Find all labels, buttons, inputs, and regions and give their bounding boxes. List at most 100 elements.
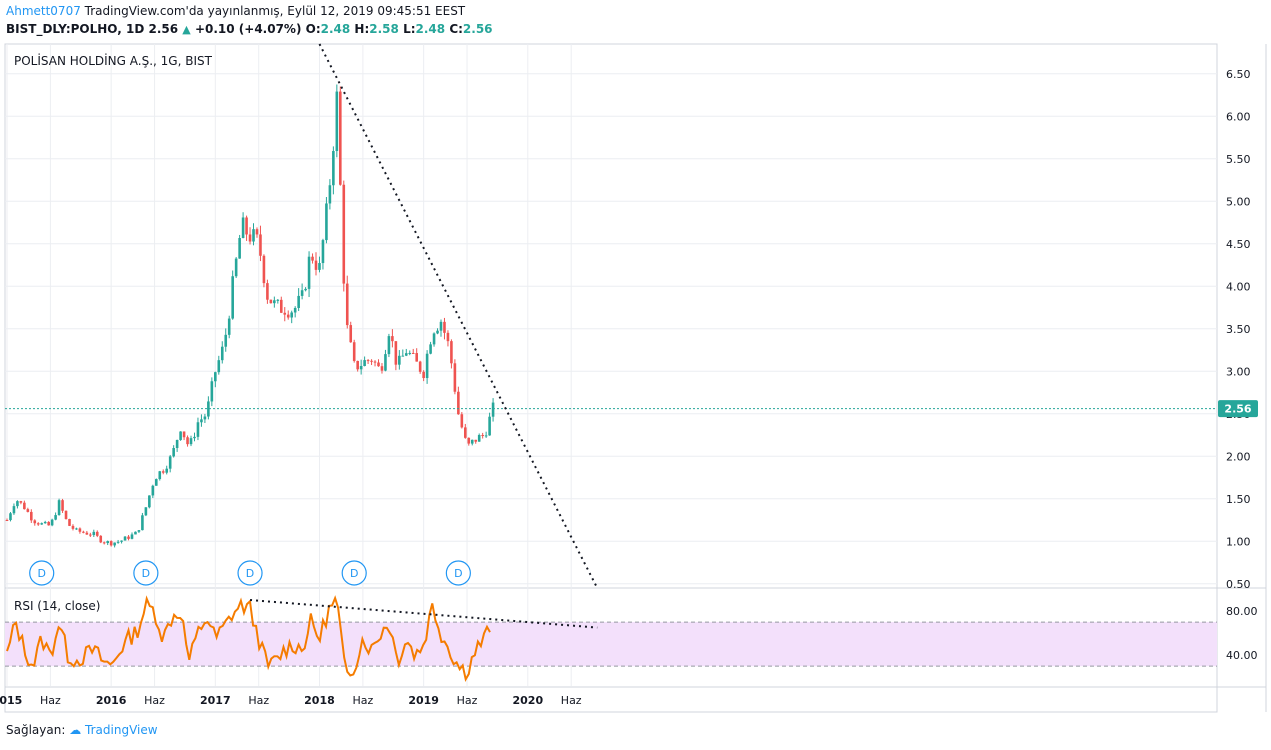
- price-trendline[interactable]: [318, 43, 599, 589]
- author-link[interactable]: Ahmett0707: [6, 4, 81, 18]
- candle-body: [290, 312, 294, 318]
- dividend-marker-circle: [445, 560, 471, 586]
- candle-body: [422, 371, 425, 379]
- open-label: O:: [305, 22, 321, 36]
- rsi-trendline[interactable]: [249, 599, 598, 629]
- candle-body: [394, 341, 398, 365]
- tradingview-brand[interactable]: TradingView: [85, 723, 158, 737]
- candle-body: [467, 437, 471, 444]
- time-tick-label: 2016: [96, 694, 127, 707]
- price-change: +0.10 (+4.07%): [194, 22, 302, 36]
- candle-body: [5, 520, 9, 521]
- candle-body: [457, 391, 460, 415]
- candle-body: [425, 353, 429, 379]
- candle-body: [36, 523, 40, 525]
- time-tick-label: 2015: [0, 694, 22, 707]
- rsi-band: [5, 622, 1217, 667]
- open-value: 2.48: [320, 22, 351, 36]
- candle-body: [238, 238, 241, 259]
- candle-body: [321, 240, 325, 264]
- time-tick-label: Haz: [561, 694, 582, 707]
- candle-body: [113, 542, 116, 546]
- dividend-marker-circle: [341, 560, 367, 586]
- candle-body: [154, 479, 158, 486]
- price-tick-label: 3.00: [1226, 365, 1251, 378]
- candle-body: [332, 151, 335, 186]
- candle-body: [12, 506, 16, 514]
- price-tick-label: 5.50: [1226, 153, 1251, 166]
- candle-body: [401, 355, 405, 357]
- candle-body: [453, 363, 457, 392]
- candle-body: [398, 355, 401, 365]
- dividend-marker: D: [445, 560, 471, 586]
- candle-body: [57, 500, 61, 516]
- last-price-badge-bg: [1218, 400, 1258, 418]
- candle-body: [141, 515, 144, 531]
- rsi-line: [6, 595, 491, 683]
- candle-body: [19, 501, 23, 503]
- time-tick-label: Haz: [40, 694, 61, 707]
- candle-body: [161, 471, 165, 473]
- candle-body: [328, 185, 332, 204]
- candle-body: [241, 217, 245, 239]
- candle-body: [359, 366, 363, 370]
- candle-body: [182, 431, 186, 438]
- candle-body: [116, 541, 120, 543]
- candle-body: [64, 510, 68, 520]
- candle-body: [307, 256, 311, 289]
- candle-body: [16, 501, 19, 507]
- dividend-marker-label: D: [142, 567, 150, 580]
- price-axis-labels: 6.506.005.505.004.504.003.503.002.502.00…: [1226, 68, 1251, 591]
- candle-body: [377, 362, 380, 367]
- rsi-pane-title: RSI (14, close): [14, 599, 100, 613]
- candle-body: [477, 435, 481, 442]
- tradingview-logo-icon[interactable]: ☁: [69, 723, 82, 737]
- candle-body: [474, 439, 478, 442]
- candle-body: [227, 318, 231, 335]
- candle-body: [408, 352, 412, 354]
- dividend-marker: D: [133, 560, 159, 586]
- candle-body: [384, 354, 387, 371]
- candle-body: [186, 437, 189, 445]
- candle-body: [252, 229, 255, 242]
- time-tick-label: Haz: [457, 694, 478, 707]
- close-label: C:: [449, 22, 463, 36]
- candle-body: [429, 344, 432, 354]
- candle-body: [363, 360, 366, 367]
- candle-body: [33, 520, 37, 524]
- candle-body: [286, 314, 290, 318]
- candle-body: [210, 381, 214, 402]
- candle-body: [47, 521, 50, 526]
- candle-body: [262, 255, 266, 284]
- candle-body: [61, 500, 64, 511]
- candle-body: [248, 234, 252, 242]
- candle-body: [85, 532, 89, 535]
- candlestick-series: [5, 84, 495, 548]
- candle-body: [168, 456, 172, 469]
- candle-body: [207, 401, 210, 417]
- high-value: 2.58: [369, 22, 399, 36]
- candle-body: [255, 229, 259, 235]
- candle-body: [165, 468, 169, 473]
- candle-body: [345, 283, 349, 326]
- price-tick-label: 2.00: [1226, 450, 1251, 463]
- candle-body: [172, 448, 175, 457]
- candle-body: [109, 541, 113, 546]
- provider-label: Sağlayan:: [6, 723, 66, 737]
- candle-body: [175, 439, 179, 449]
- time-tick-label: 2020: [512, 694, 543, 707]
- candle-body: [75, 528, 78, 530]
- candle-body: [314, 260, 318, 270]
- candle-body: [71, 525, 75, 529]
- published-text: TradingView.com'da yayınlanmış, Eylül 12…: [84, 4, 466, 18]
- candle-body: [50, 519, 54, 526]
- candle-body: [325, 203, 328, 241]
- dividend-marker-label: D: [246, 567, 254, 580]
- candle-body: [120, 540, 123, 542]
- candle-body: [224, 334, 228, 347]
- candle-body: [418, 361, 422, 372]
- time-axis-labels: 2015 Haz 2016 Haz 2017 Haz 2018 Haz 2019 Haz 2020 H…: [0, 694, 582, 707]
- last-price: 2.56: [148, 22, 179, 36]
- candle-body: [373, 361, 377, 363]
